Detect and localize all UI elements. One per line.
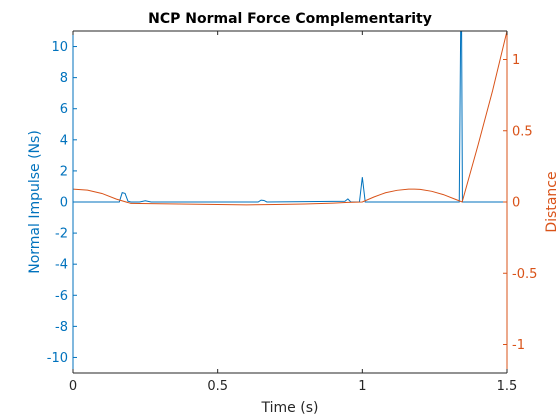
right-y-tick-label: -1 <box>512 338 525 353</box>
axes-layer: 0 0.5 1 1.5 -10 -8 -6 -4 -2 0 2 4 6 8 10 -1 -0.5 0 0.5 1 <box>47 30 537 394</box>
right-y-axis-label: Distance <box>544 171 560 232</box>
left-y-tick-label: -10 <box>47 351 68 366</box>
left-y-tick-label: 8 <box>60 71 68 86</box>
left-y-tick-label: 4 <box>60 133 68 148</box>
left-y-tick-label: -6 <box>55 289 68 304</box>
left-y-axis-label: Normal Impulse (Ns) <box>27 130 43 274</box>
right-y-tick-label: 1 <box>512 53 520 68</box>
x-tick-label: 1 <box>358 379 366 394</box>
x-axis-label: Time (s) <box>261 400 319 416</box>
left-y-tick-label: 6 <box>60 102 68 117</box>
left-y-tick-label: 0 <box>60 196 68 211</box>
right-y-tick-label: 0 <box>512 196 520 211</box>
chart-title: NCP Normal Force Complementarity <box>148 11 432 27</box>
x-tick-label: 1.5 <box>497 379 518 394</box>
normal-impulse-series-line <box>73 31 507 203</box>
distance-series-line <box>73 31 507 206</box>
left-y-tick-label: 10 <box>51 40 68 55</box>
left-y-tick-label: 2 <box>60 164 68 179</box>
left-y-tick-label: -4 <box>55 258 68 273</box>
right-y-tick-label: -0.5 <box>512 267 537 282</box>
left-y-tick-label: -8 <box>55 320 68 335</box>
left-y-tick-label: -2 <box>55 227 68 242</box>
x-tick-label: 0 <box>69 379 77 394</box>
x-tick-label: 0.5 <box>207 379 228 394</box>
right-y-tick-label: 0.5 <box>512 124 533 139</box>
series-layer <box>73 31 507 206</box>
